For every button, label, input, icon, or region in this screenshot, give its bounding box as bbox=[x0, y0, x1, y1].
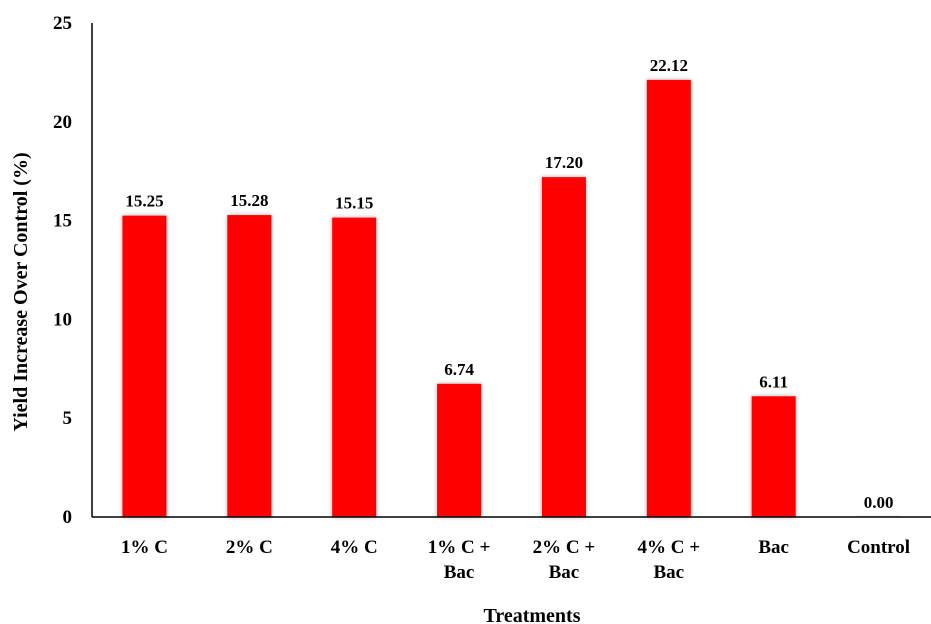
bar bbox=[437, 383, 482, 517]
y-ticks: 0 5 10 15 20 25 bbox=[53, 13, 72, 528]
bar bbox=[646, 79, 691, 517]
data-label: 6.74 bbox=[444, 360, 474, 379]
x-tick-label: 2% C + Bac bbox=[533, 537, 596, 583]
x-tick-label-line: Bac bbox=[444, 562, 475, 583]
bar bbox=[541, 177, 586, 518]
x-tick-label-line: 4% C + bbox=[638, 537, 701, 558]
x-tick-label: 4% C bbox=[331, 537, 378, 558]
y-tick-label: 25 bbox=[53, 13, 72, 34]
x-ticks: 1% C 2% C 4% C 1% C + Bac 2% C + Bac 4% C + Bac B… bbox=[121, 537, 910, 583]
axes bbox=[91, 23, 931, 518]
data-label: 15.25 bbox=[125, 192, 163, 211]
x-tick-label: 1% C + Bac bbox=[428, 537, 491, 583]
bar bbox=[751, 396, 796, 517]
y-axis-title: Yield Increase Over Control (%) bbox=[10, 152, 32, 431]
data-label: 6.11 bbox=[759, 372, 788, 391]
x-tick-label-line: Bac bbox=[654, 562, 685, 583]
bar bbox=[332, 217, 377, 518]
x-tick-label-line: 4% C bbox=[331, 537, 378, 558]
y-tick-label: 5 bbox=[63, 408, 73, 429]
bar bbox=[227, 215, 272, 517]
x-tick-label-line: Bac bbox=[549, 562, 580, 583]
x-tick-label-line: 1% C + bbox=[428, 537, 491, 558]
y-axis-title-group: Yield Increase Over Control (%) bbox=[10, 152, 32, 431]
x-axis-title: Treatments bbox=[483, 605, 580, 624]
x-tick-label: Control bbox=[847, 537, 910, 558]
x-tick-label-line: 2% C bbox=[226, 537, 273, 558]
x-tick-label-line: Bac bbox=[758, 537, 789, 558]
y-tick-label: 15 bbox=[53, 211, 72, 232]
data-labels: 15.25 15.28 15.15 6.74 17.20 22.12 6.11 0.00 bbox=[125, 56, 893, 512]
y-tick-label: 0 bbox=[63, 507, 73, 528]
x-tick-label: 2% C bbox=[226, 537, 273, 558]
x-tick-label: 4% C + Bac bbox=[638, 537, 701, 583]
x-tick-label-line: Control bbox=[847, 537, 910, 558]
data-label: 15.15 bbox=[335, 194, 373, 213]
data-label: 15.28 bbox=[230, 191, 268, 210]
x-tick-label-line: 2% C + bbox=[533, 537, 596, 558]
y-tick-label: 10 bbox=[53, 309, 72, 330]
data-label: 0.00 bbox=[864, 493, 894, 512]
data-label: 17.20 bbox=[545, 153, 583, 172]
data-label: 22.12 bbox=[650, 56, 688, 75]
x-tick-label: 1% C bbox=[121, 537, 168, 558]
x-tick-label-line: 1% C bbox=[121, 537, 168, 558]
y-tick-label: 20 bbox=[53, 112, 72, 133]
x-tick-label: Bac bbox=[758, 537, 789, 558]
bar bbox=[122, 215, 167, 517]
bars bbox=[122, 79, 901, 518]
